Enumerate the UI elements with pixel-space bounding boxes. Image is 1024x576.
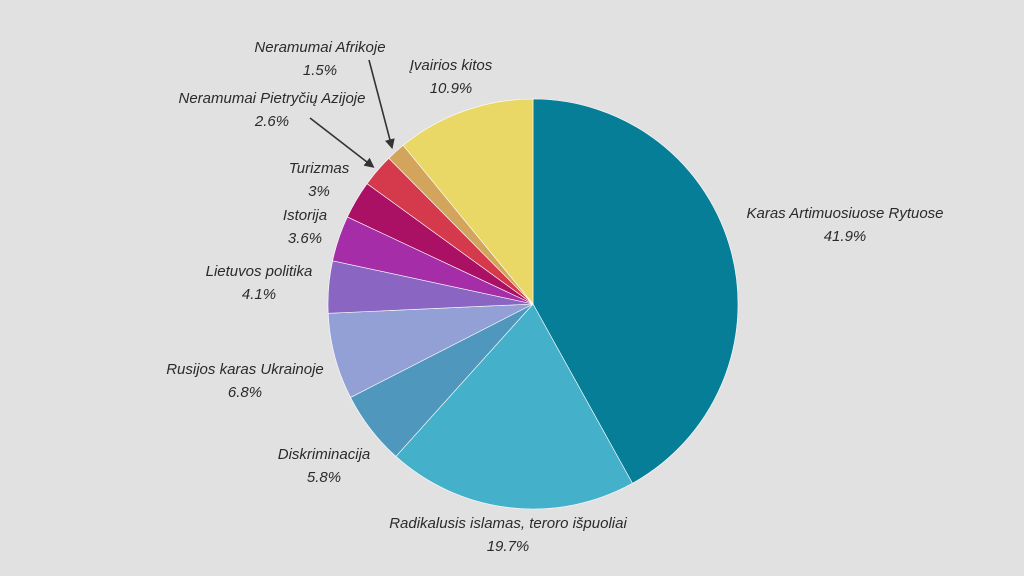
pie-slice-radikalusis-islamas-teroro-ispuoliai bbox=[395, 303, 633, 510]
slice-label-neramumai-pietryciu-azijoje: Neramumai Pietryčių Azijoje bbox=[178, 90, 365, 107]
slice-value-karas-artimuosiuose-rytuose: 41.9% bbox=[824, 228, 867, 245]
slice-value-turizmas: 3% bbox=[308, 183, 330, 200]
slice-value-radikalusis-islamas-teroro-ispuoliai: 19.7% bbox=[487, 538, 530, 555]
pie-slice-ivairios-kitos bbox=[402, 98, 534, 305]
label-arrow-neramumai-pietryciu-azijoje bbox=[309, 117, 375, 168]
slice-value-rusijos-karas-ukrainoje: 6.8% bbox=[228, 384, 262, 401]
slice-label-radikalusis-islamas-teroro-ispuoliai: Radikalusis islamas, teroro išpuoliai bbox=[389, 515, 627, 532]
slice-value-neramumai-pietryciu-azijoje: 2.6% bbox=[254, 113, 289, 130]
slice-value-istorija: 3.6% bbox=[288, 230, 322, 247]
pie-slices bbox=[327, 98, 739, 510]
slice-label-ivairios-kitos: Įvairios kitos bbox=[409, 57, 493, 74]
slice-label-neramumai-afrikoje: Neramumai Afrikoje bbox=[254, 39, 385, 56]
slice-value-lietuvos-politika: 4.1% bbox=[242, 286, 276, 303]
slice-labels: Karas Artimuosiuose Rytuose 41.9% Radikalu… bbox=[166, 39, 943, 555]
label-arrow-neramumai-afrikoje bbox=[368, 59, 395, 150]
slice-label-turizmas: Turizmas bbox=[289, 160, 350, 177]
slice-label-rusijos-karas-ukrainoje: Rusijos karas Ukrainoje bbox=[166, 361, 324, 378]
slice-label-diskriminacija: Diskriminacija bbox=[278, 446, 371, 463]
slice-label-lietuvos-politika: Lietuvos politika bbox=[206, 263, 313, 280]
pie-slice-karas-artimuosiuose-rytuose bbox=[532, 98, 739, 484]
label-arrows bbox=[309, 59, 395, 168]
slice-value-diskriminacija: 5.8% bbox=[307, 469, 341, 486]
slice-label-karas-artimuosiuose-rytuose: Karas Artimuosiuose Rytuose bbox=[746, 205, 943, 222]
slice-value-ivairios-kitos: 10.9% bbox=[430, 80, 473, 97]
slice-value-neramumai-afrikoje: 1.5% bbox=[303, 62, 337, 79]
slice-label-istorija: Istorija bbox=[283, 207, 327, 224]
